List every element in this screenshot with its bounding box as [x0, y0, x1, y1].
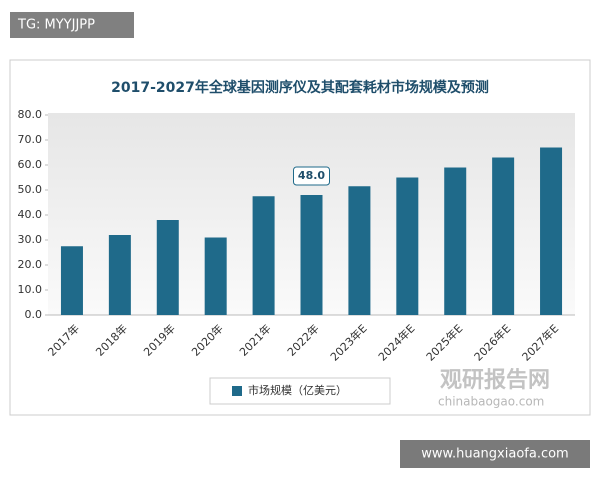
bar [492, 157, 515, 315]
bar [444, 167, 467, 315]
top-tag-bg [10, 12, 134, 38]
bar [396, 177, 419, 315]
bottom-tag-bg [400, 440, 590, 468]
legend-box [209, 377, 391, 405]
watermark-url: chinabaogao.com [438, 395, 544, 409]
top-tag: TG: MYYJJPP [17, 18, 95, 33]
legend-swatch [232, 386, 242, 396]
bar [108, 235, 131, 315]
bar [540, 147, 563, 315]
y-tick-label: 10.0 [18, 283, 43, 296]
bar [252, 196, 275, 315]
bar [60, 246, 83, 315]
bar [300, 195, 323, 315]
y-tick-label: 0.0 [25, 308, 43, 321]
y-tick-label: 60.0 [18, 158, 43, 171]
chart-title: 2017-2027年全球基因测序仪及其配套耗材市场规模及预测 [111, 79, 489, 96]
data-label: 48.0 [298, 169, 325, 182]
y-tick-label: 80.0 [18, 108, 43, 121]
y-tick-label: 70.0 [18, 133, 43, 146]
bar [204, 237, 227, 315]
data-label-box [293, 166, 330, 186]
bar [348, 186, 371, 315]
legend-label: 市场规模（亿美元） [248, 383, 347, 397]
y-tick-label: 20.0 [18, 258, 43, 271]
watermark: 观研报告网 [440, 368, 550, 393]
y-tick-label: 40.0 [18, 208, 43, 221]
bar [156, 220, 179, 315]
bottom-tag: www.huangxiaofa.com [421, 447, 568, 462]
y-tick-label: 30.0 [18, 233, 43, 246]
y-tick-label: 50.0 [18, 183, 43, 196]
